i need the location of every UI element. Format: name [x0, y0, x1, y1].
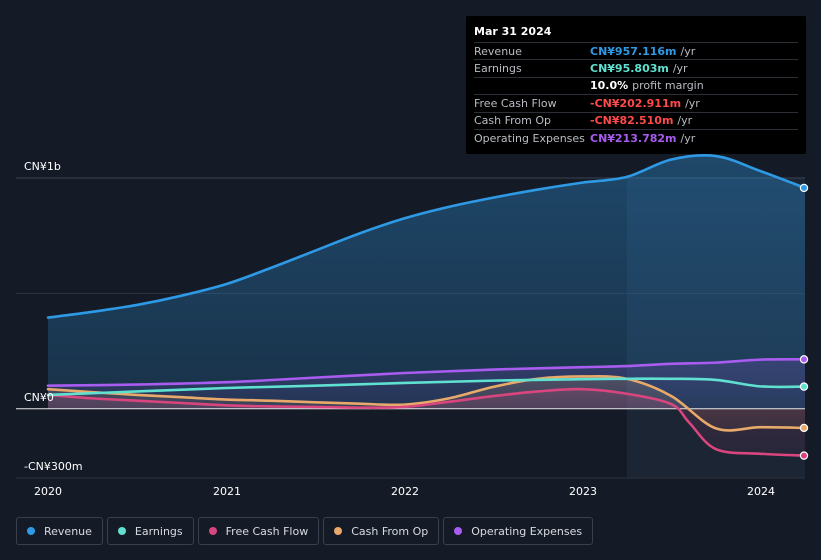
- tooltip-value: CN¥213.782m: [590, 131, 677, 145]
- tooltip-label: Operating Expenses: [474, 131, 585, 145]
- end-point-operating-expenses: [799, 355, 809, 364]
- legend-label: Free Cash Flow: [225, 524, 309, 538]
- tooltip-value: CN¥957.116m: [590, 44, 677, 58]
- tooltip-label: Free Cash Flow: [474, 96, 557, 110]
- tooltip-value: -CN¥82.510m: [590, 114, 674, 128]
- legend-dot-icon: [117, 527, 126, 535]
- line-free-cash-flow: [46, 387, 807, 457]
- tooltip-label: Cash From Op: [474, 114, 552, 128]
- line-revenue: [46, 154, 807, 319]
- end-point-free-cash-flow: [799, 451, 809, 460]
- tooltip-unit: /yr: [680, 131, 696, 145]
- legend-item-operating-expenses[interactable]: Operating Expenses: [443, 517, 594, 545]
- tooltip-date: Mar 31 2024: [474, 25, 552, 38]
- legend-label: Revenue: [44, 524, 92, 538]
- tooltip-value: -CN¥202.911m: [590, 96, 682, 110]
- legend-label: Cash From Op: [351, 524, 429, 538]
- line-cash-from-op: [46, 375, 807, 432]
- tooltip-row-earnings: Earnings CN¥95.803m /yr: [474, 59, 798, 76]
- tooltip-unit: /yr: [685, 96, 700, 110]
- tooltip-row-cash-from-op: Cash From Op -CN¥82.510m /yr: [474, 111, 798, 129]
- tooltip-unit: /yr: [680, 44, 696, 58]
- x-tick-label-2023: 2023: [569, 485, 597, 498]
- y-tick-label-bottom: -CN¥300m: [24, 460, 83, 473]
- line-operating-expenses: [46, 358, 807, 387]
- end-point-revenue: [799, 183, 809, 193]
- tooltip-unit: /yr: [677, 114, 693, 128]
- tooltip-row-profit-margin: 10.0% profit margin: [474, 76, 798, 94]
- x-tick-label-2021: 2021: [213, 485, 241, 498]
- chart-legend: Revenue Earnings Free Cash Flow Cash Fro…: [16, 517, 594, 545]
- tooltip-value: CN¥95.803m: [590, 62, 669, 76]
- legend-label: Earnings: [134, 524, 183, 538]
- tooltip-label: Earnings: [474, 62, 522, 76]
- legend-label: Operating Expenses: [471, 524, 583, 538]
- legend-dot-icon: [334, 527, 343, 535]
- tooltip-row-revenue: Revenue CN¥957.116m /yr: [474, 42, 798, 59]
- y-tick-label-top: CN¥1b: [24, 160, 61, 173]
- line-earnings: [46, 377, 807, 397]
- tooltip-unit: /yr: [672, 62, 688, 76]
- x-tick-label-2020: 2020: [34, 485, 62, 498]
- legend-item-free-cash-flow[interactable]: Free Cash Flow: [197, 517, 320, 545]
- legend-dot-icon: [208, 527, 217, 535]
- tooltip-row-free-cash-flow: Free Cash Flow -CN¥202.911m /yr: [474, 94, 798, 111]
- legend-dot-icon: [454, 527, 463, 535]
- data-tooltip: Mar 31 2024 Revenue CN¥957.116m /yr Earn…: [466, 16, 806, 154]
- y-tick-label-zero: CN¥0: [24, 391, 54, 404]
- x-tick-label-2024: 2024: [747, 485, 775, 498]
- legend-dot-icon: [27, 527, 35, 535]
- tooltip-row-operating-expenses: Operating Expenses CN¥213.782m /yr: [474, 128, 798, 146]
- legend-item-revenue[interactable]: Revenue: [16, 517, 103, 545]
- x-tick-label-2022: 2022: [391, 485, 419, 498]
- area-revenue: [48, 155, 805, 409]
- end-point-earnings: [799, 382, 809, 391]
- end-point-cash-from-op: [799, 423, 809, 433]
- legend-item-earnings[interactable]: Earnings: [106, 517, 194, 545]
- legend-item-cash-from-op[interactable]: Cash From Op: [323, 517, 440, 545]
- tooltip-value: 10.0%: [590, 79, 629, 93]
- tooltip-label: Revenue: [474, 44, 522, 58]
- tooltip-unit: profit margin: [632, 79, 704, 93]
